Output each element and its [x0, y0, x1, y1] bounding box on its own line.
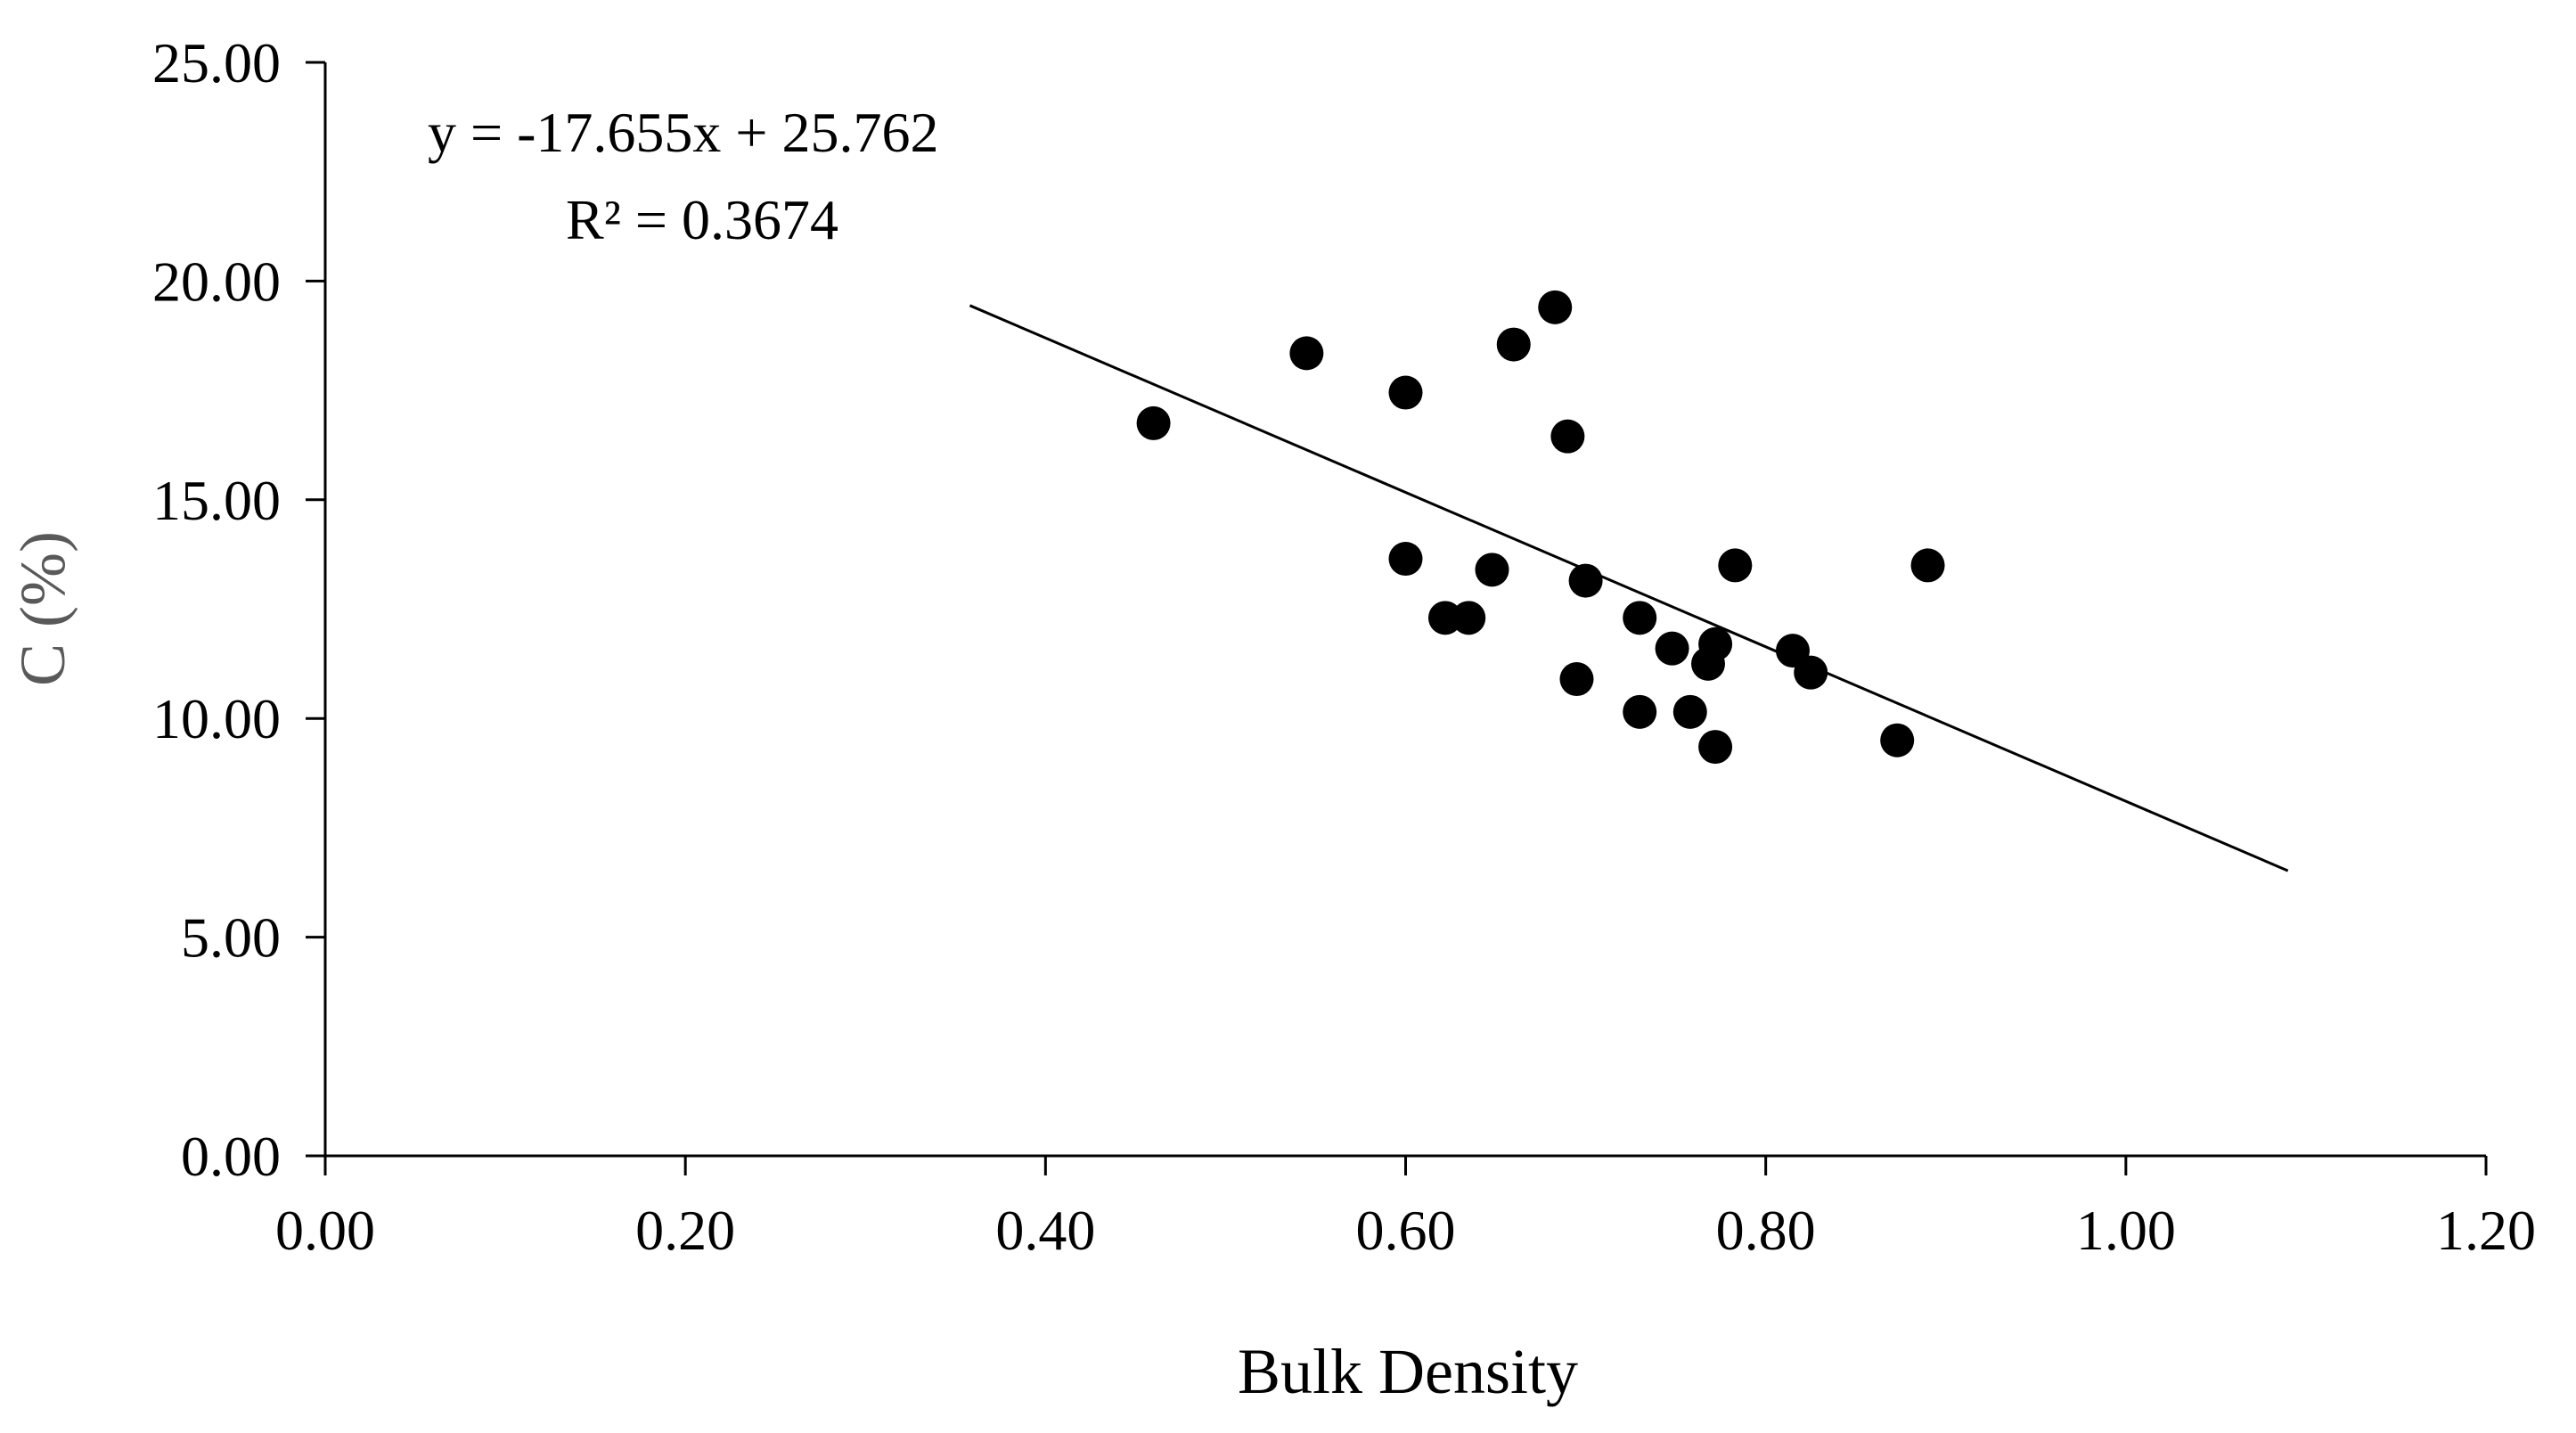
x-axis-title: Bulk Density — [1238, 1336, 1578, 1407]
y-axis-title: C (%) — [7, 531, 78, 686]
trendline-group — [969, 304, 2289, 872]
data-point — [1550, 419, 1585, 454]
y-tick-label: 25.00 — [152, 31, 281, 94]
data-point — [1496, 327, 1531, 362]
x-tick-label: 0.40 — [995, 1199, 1095, 1262]
data-point — [1672, 694, 1707, 729]
data-point — [1136, 405, 1171, 440]
data-point — [1289, 336, 1324, 371]
data-point — [1718, 548, 1753, 583]
data-point — [1475, 553, 1509, 587]
data-point — [1880, 723, 1915, 757]
data-point — [1568, 563, 1603, 598]
y-tick-label: 15.00 — [152, 469, 281, 532]
trendline — [969, 304, 2289, 872]
trendline-equation: y = -17.655x + 25.762 — [428, 101, 939, 164]
data-point — [1623, 601, 1657, 635]
data-point — [1538, 290, 1573, 324]
data-points — [1136, 290, 1945, 765]
data-point — [1698, 626, 1733, 661]
data-point — [1655, 631, 1689, 666]
x-tick-label: 0.60 — [1356, 1199, 1456, 1262]
data-point — [1427, 601, 1462, 635]
data-point — [1910, 548, 1945, 583]
y-tick-label: 20.00 — [152, 250, 281, 313]
data-point — [1388, 375, 1423, 410]
data-point — [1559, 662, 1594, 697]
x-axis: 0.00 0.20 0.40 0.60 0.80 1.00 1.20 — [275, 1154, 2536, 1262]
x-tick-label: 0.00 — [275, 1199, 375, 1262]
data-point — [1794, 655, 1828, 690]
y-tick-label: 10.00 — [152, 687, 281, 750]
x-tick-label: 0.20 — [635, 1199, 735, 1262]
x-tick-label: 1.00 — [2076, 1199, 2176, 1262]
y-axis: 0.00 5.00 10.00 15.00 20.00 25.00 — [152, 31, 327, 1188]
y-tick-label: 5.00 — [181, 906, 281, 970]
data-point — [1623, 694, 1657, 729]
x-tick-label: 0.80 — [1716, 1199, 1816, 1262]
data-point — [1698, 730, 1733, 765]
data-point — [1388, 542, 1423, 577]
x-tick-label: 1.20 — [2436, 1199, 2536, 1262]
data-point — [1452, 601, 1486, 635]
r-squared-label: R² = 0.3674 — [566, 188, 838, 251]
y-tick-label: 0.00 — [181, 1125, 281, 1188]
